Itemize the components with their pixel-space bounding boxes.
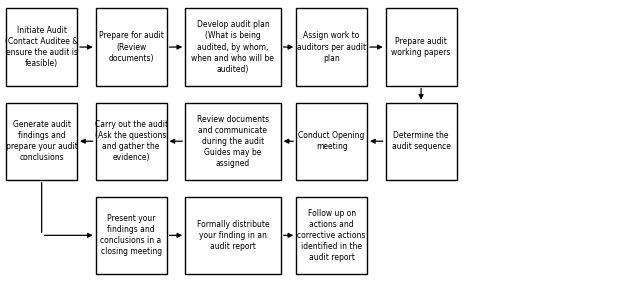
Text: Develop audit plan
(What is being
audited, by whom,
when and who will be
audited: Develop audit plan (What is being audite… — [191, 20, 275, 74]
FancyBboxPatch shape — [185, 197, 281, 274]
Text: Carry out the audit
(Ask the questions
and gather the
evidence): Carry out the audit (Ask the questions a… — [94, 120, 168, 162]
FancyBboxPatch shape — [96, 103, 167, 180]
Text: Initiate Audit
(Contact Auditee &
ensure the audit is
feasible): Initiate Audit (Contact Auditee & ensure… — [5, 26, 78, 68]
Text: Prepare audit
working papers: Prepare audit working papers — [391, 37, 451, 57]
Text: Follow up on
actions and
corrective actions
identified in the
audit report: Follow up on actions and corrective acti… — [297, 209, 366, 262]
Text: Present your
findings and
conclusions in a
closing meeting: Present your findings and conclusions in… — [101, 214, 162, 257]
Text: Review documents
and communicate
during the audit
Guides may be
assigned: Review documents and communicate during … — [197, 114, 269, 168]
Text: Generate audit
findings and
prepare your audit
conclusions: Generate audit findings and prepare your… — [6, 120, 78, 162]
Text: Conduct Opening
meeting: Conduct Opening meeting — [299, 131, 365, 151]
FancyBboxPatch shape — [296, 8, 367, 86]
FancyBboxPatch shape — [6, 8, 77, 86]
FancyBboxPatch shape — [296, 197, 367, 274]
FancyBboxPatch shape — [96, 197, 167, 274]
Text: Determine the
audit sequence: Determine the audit sequence — [392, 131, 450, 151]
FancyBboxPatch shape — [6, 103, 77, 180]
FancyBboxPatch shape — [296, 103, 367, 180]
Text: Prepare for audit
(Review
documents): Prepare for audit (Review documents) — [99, 31, 164, 63]
FancyBboxPatch shape — [96, 8, 167, 86]
FancyBboxPatch shape — [185, 8, 281, 86]
Text: Assign work to
auditors per audit
plan: Assign work to auditors per audit plan — [297, 31, 366, 63]
FancyBboxPatch shape — [386, 103, 457, 180]
FancyBboxPatch shape — [386, 8, 457, 86]
Text: Formally distribute
your finding in an
audit report: Formally distribute your finding in an a… — [197, 220, 269, 251]
FancyBboxPatch shape — [185, 103, 281, 180]
